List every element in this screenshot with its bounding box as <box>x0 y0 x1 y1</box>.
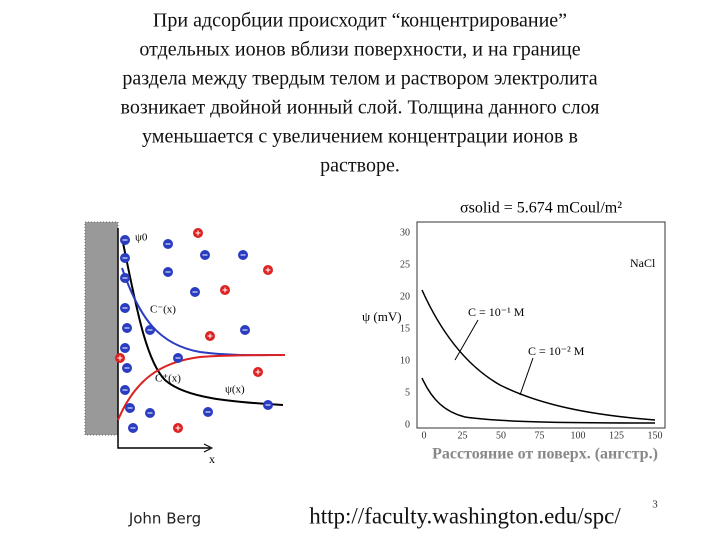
x-tick-label: 25 <box>458 430 468 441</box>
c-plus-curve <box>117 354 286 421</box>
sigma-label: σsolid = 5.674 mCoul/m² <box>460 200 622 217</box>
text-line: возникает двойной ионный слой. Толщина д… <box>121 97 600 119</box>
axes <box>117 228 210 449</box>
y-tick-label: 0 <box>405 419 410 430</box>
cation-sign <box>195 230 201 236</box>
psi-x-label: ψ(x) <box>225 384 245 396</box>
x-axis-label: x <box>209 452 215 466</box>
left-figure: ψ0 C⁻(x) C⁺(x) ψ(x) x <box>84 221 286 466</box>
author: John Berg <box>128 510 201 528</box>
cation-sign <box>117 355 123 361</box>
x-label: Расстояние от поверх. (ангстр.) <box>432 446 658 463</box>
url: http://faculty.washington.edu/spc/ <box>309 503 621 528</box>
frame <box>416 221 666 429</box>
curve-1-label: C = 10⁻¹ M <box>468 305 525 319</box>
c-minus-label: C⁻(x) <box>150 304 176 316</box>
x-tick-label: 0 <box>422 430 427 441</box>
cation-sign <box>222 287 228 293</box>
x-tick-label: 125 <box>609 430 624 441</box>
y-label: ψ (mV) <box>362 309 402 324</box>
y-tick-label: 25 <box>400 259 410 270</box>
right-figure: 0 25 50 75 100 125 150 0 5 10 15 20 25 30 σsolid = 5.… <box>362 200 666 463</box>
text-line: растворе. <box>320 155 400 177</box>
wall <box>85 222 118 435</box>
leader-2 <box>519 357 534 396</box>
axis-arrow <box>203 443 214 453</box>
y-tick-label: 10 <box>400 355 410 366</box>
curve-2-label: C = 10⁻² M <box>528 344 585 358</box>
x-tick-label: 75 <box>535 430 545 441</box>
psi0-label: ψ0 <box>135 232 148 244</box>
y-tick-label: 20 <box>400 291 410 302</box>
y-tick-label: 5 <box>405 387 410 398</box>
x-tick-label: 100 <box>571 430 586 441</box>
cation-sign <box>175 425 181 431</box>
text-line: уменьшается с увеличением концентрации и… <box>142 126 578 148</box>
y-tick-label: 15 <box>400 323 410 334</box>
cation-sign <box>207 333 213 339</box>
c-plus-label: C⁺(x) <box>155 373 181 385</box>
x-tick-label: 50 <box>496 430 506 441</box>
salt-label: NaCl <box>630 256 656 270</box>
text-line: При адсорбции происходит “концентрирован… <box>153 10 567 32</box>
text-line: раздела между твердым телом и раствором … <box>122 68 597 90</box>
cation-sign <box>255 369 261 375</box>
leader-1 <box>454 319 479 361</box>
curve-1 <box>421 377 656 424</box>
curve-2 <box>421 289 656 421</box>
page-number: 3 <box>652 499 658 511</box>
x-tick-label: 150 <box>648 430 663 441</box>
cation-sign <box>265 267 271 273</box>
y-tick-label: 30 <box>400 227 410 238</box>
psi-curve <box>121 237 284 406</box>
text-line: отдельных ионов вблизи поверхности, и на… <box>139 39 580 61</box>
